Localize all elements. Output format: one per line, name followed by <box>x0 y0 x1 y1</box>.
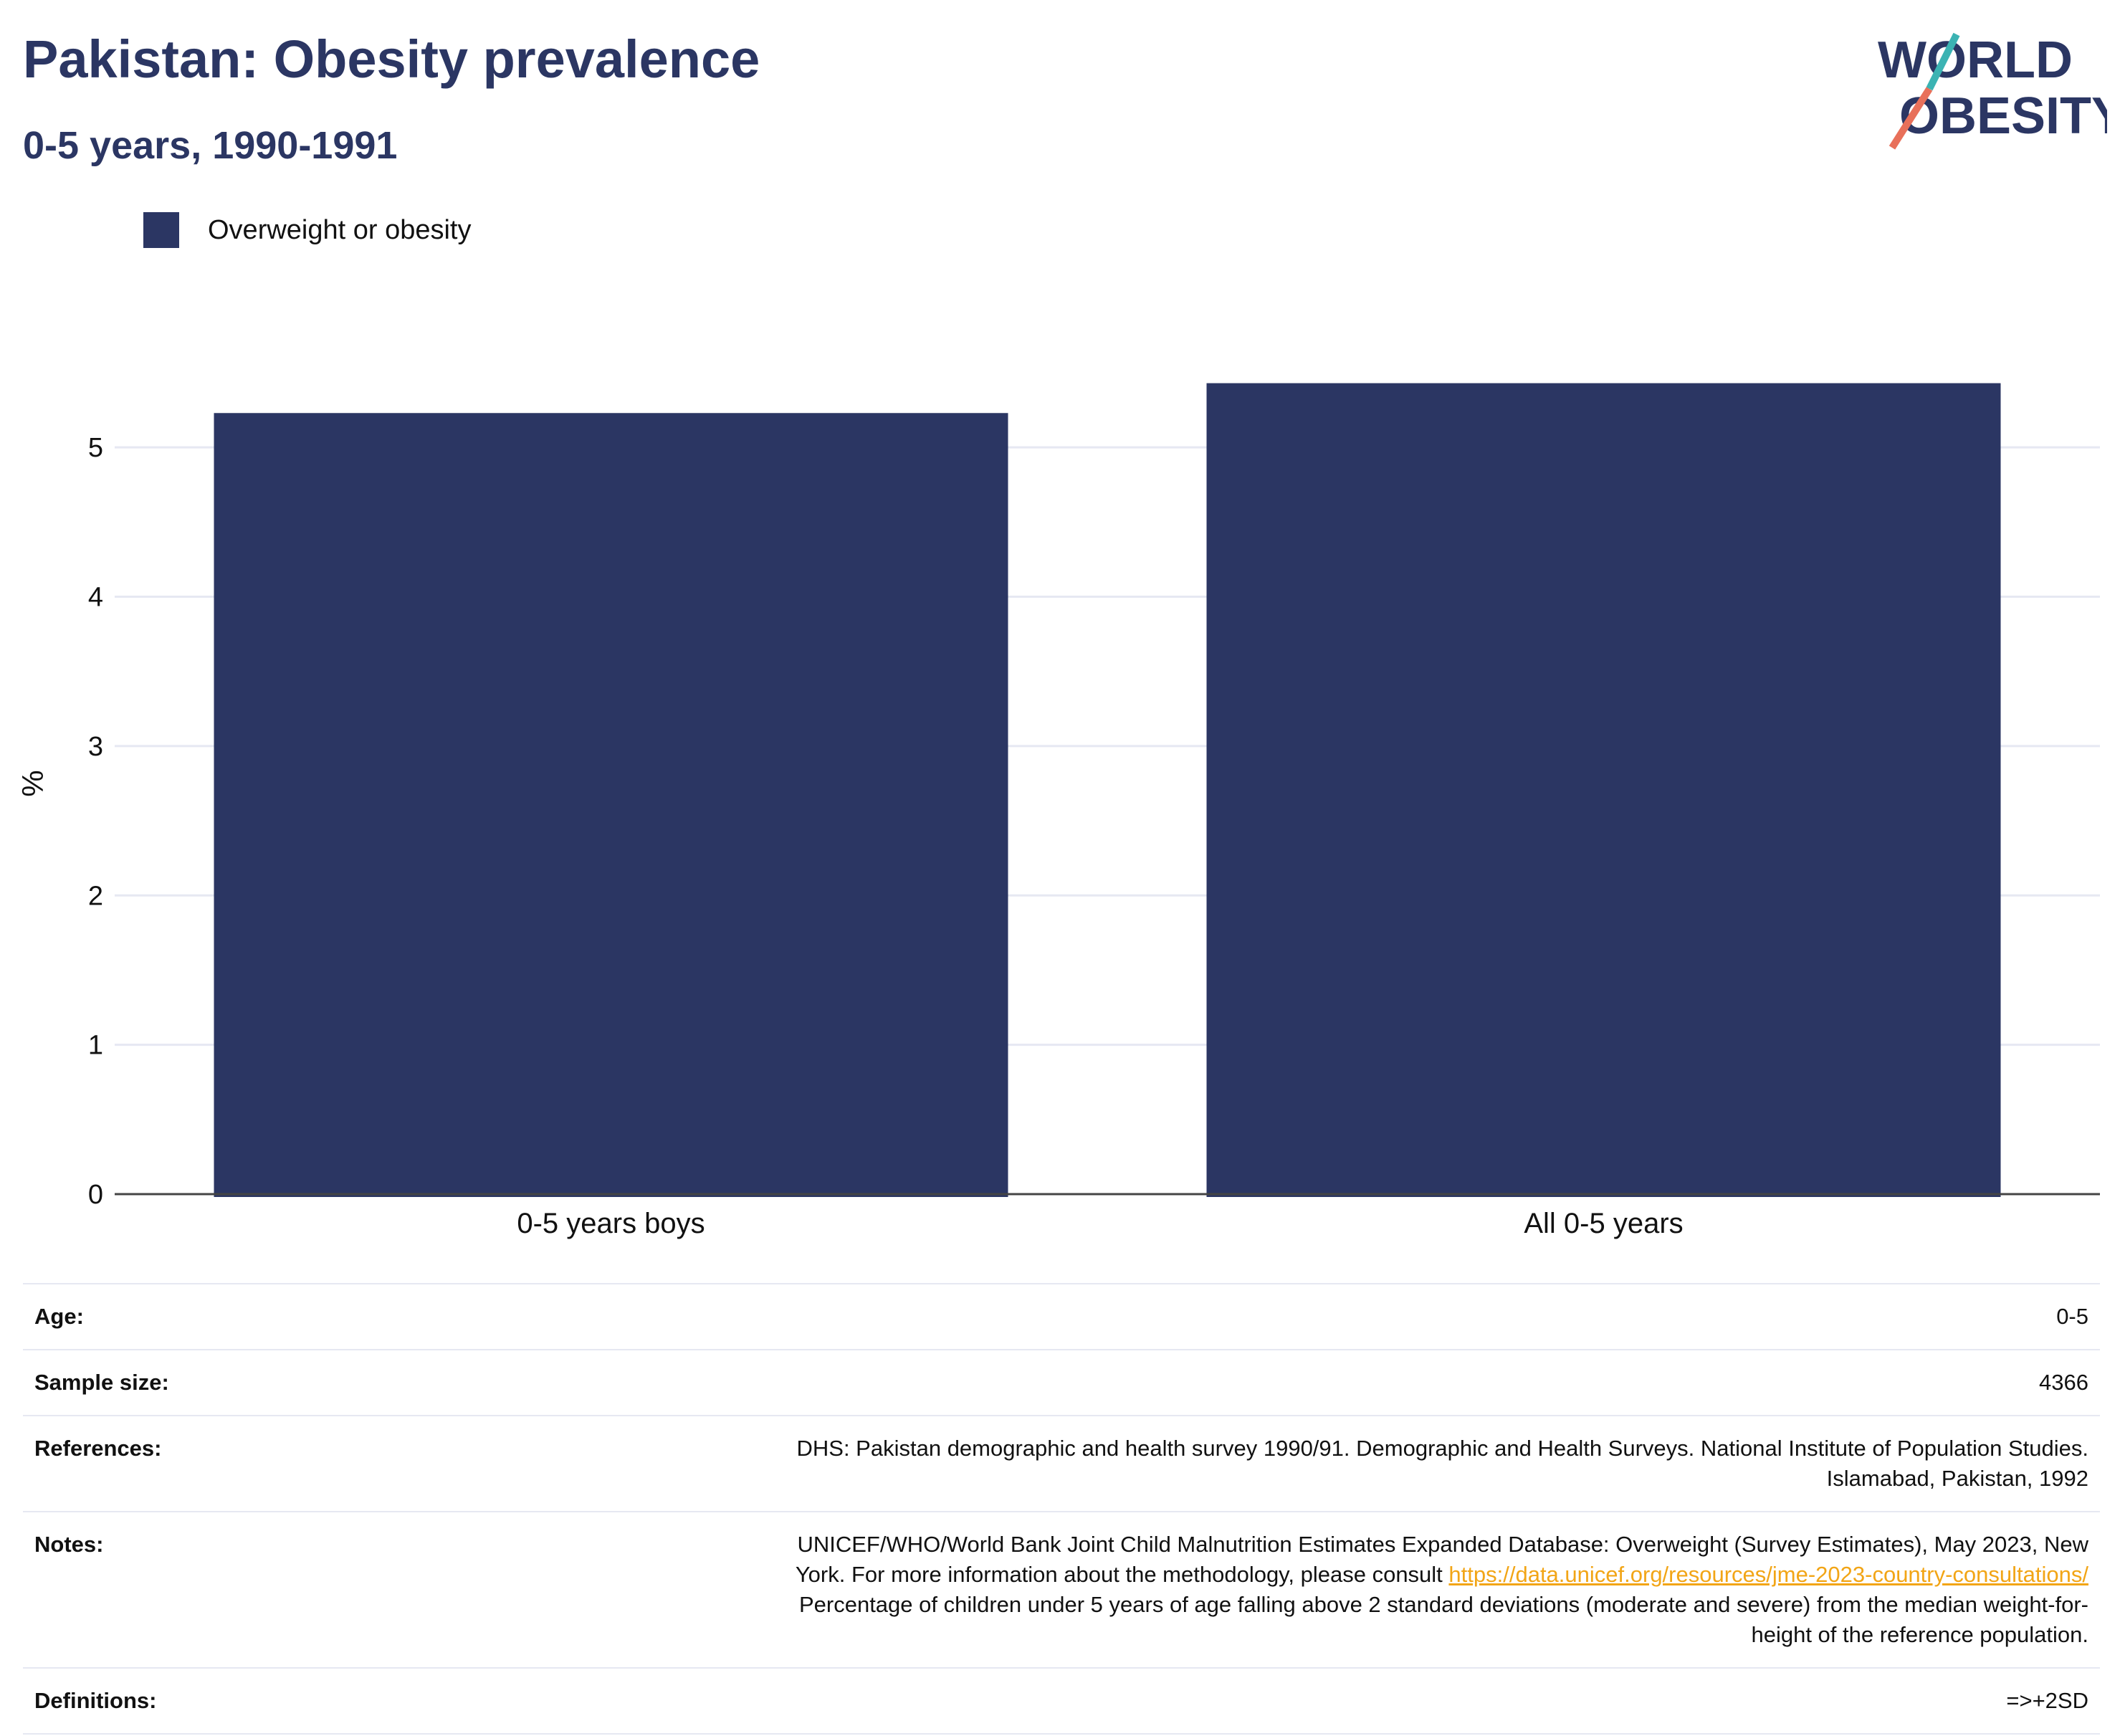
y-tick-label: 3 <box>88 732 103 762</box>
references-label: References: <box>34 1436 162 1461</box>
chart-title: Pakistan: Obesity prevalence <box>23 29 760 89</box>
info-row-sample-size: Sample size: 4366 <box>23 1350 2100 1416</box>
info-table: Age: 0-5 Sample size: 4366 References: D… <box>23 1283 2100 1735</box>
legend: Overweight or obesity <box>143 212 472 248</box>
x-tick-label: 0-5 years boys <box>517 1208 705 1239</box>
svg-text:WORLD: WORLD <box>1878 32 2073 89</box>
age-value: 0-5 <box>2056 1304 2088 1329</box>
y-axis-label: % <box>16 770 49 796</box>
info-row-references: References: DHS: Pakistan demographic an… <box>23 1416 2100 1512</box>
references-line2: Islamabad, Pakistan, 1992 <box>1826 1466 2088 1491</box>
notes-line2-prefix: York. For more information about the met… <box>795 1562 1449 1587</box>
world-obesity-logo: WORLD OBESITY <box>1878 32 2107 150</box>
bar-chart: 0 1 2 3 4 5 0-5 years boys All 0-5 years% <box>16 383 2100 1239</box>
info-row-age: Age: 0-5 <box>23 1284 2100 1350</box>
methodology-link[interactable]: https://data.unicef.org/resources/jme-20… <box>1448 1562 2088 1587</box>
age-label: Age: <box>34 1304 84 1329</box>
y-tick-label: 4 <box>88 583 103 613</box>
info-row-definitions: Definitions: =>+2SD <box>23 1668 2100 1734</box>
x-tick-label: All 0-5 years <box>1524 1208 1683 1239</box>
references-line1: DHS: Pakistan demographic and health sur… <box>796 1436 2089 1461</box>
definitions-value: =>+2SD <box>2006 1688 2088 1713</box>
bar <box>214 413 1008 1197</box>
sample-size-label: Sample size: <box>34 1370 169 1395</box>
y-tick-label: 2 <box>88 881 103 911</box>
notes-line1: UNICEF/WHO/World Bank Joint Child Malnut… <box>797 1532 2088 1557</box>
notes-value: UNICEF/WHO/World Bank Joint Child Malnut… <box>347 1512 2100 1668</box>
info-row-notes: Notes: UNICEF/WHO/World Bank Joint Child… <box>23 1512 2100 1668</box>
y-tick-label: 5 <box>88 433 103 463</box>
chart-subtitle: 0-5 years, 1990-1991 <box>23 124 398 167</box>
bar <box>1206 383 2001 1197</box>
legend-label: Overweight or obesity <box>208 214 472 245</box>
y-tick-label: 0 <box>88 1180 103 1210</box>
svg-text:OBESITY: OBESITY <box>1899 87 2107 145</box>
references-value: DHS: Pakistan demographic and health sur… <box>347 1416 2100 1512</box>
y-tick-label: 1 <box>88 1031 103 1061</box>
sample-size-value: 4366 <box>2039 1370 2088 1395</box>
definitions-label: Definitions: <box>34 1688 157 1713</box>
notes-label: Notes: <box>34 1532 104 1557</box>
notes-line4: height of the reference population. <box>1751 1622 2088 1647</box>
notes-line3: Percentage of children under 5 years of … <box>798 1592 2088 1617</box>
legend-swatch <box>143 212 179 248</box>
